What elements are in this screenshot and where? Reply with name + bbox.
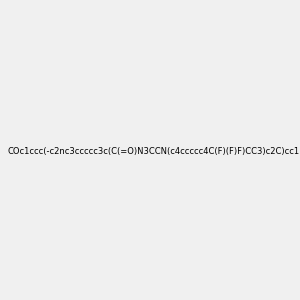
Text: COc1ccc(-c2nc3ccccc3c(C(=O)N3CCN(c4ccccc4C(F)(F)F)CC3)c2C)cc1: COc1ccc(-c2nc3ccccc3c(C(=O)N3CCN(c4ccccc… <box>8 147 300 156</box>
